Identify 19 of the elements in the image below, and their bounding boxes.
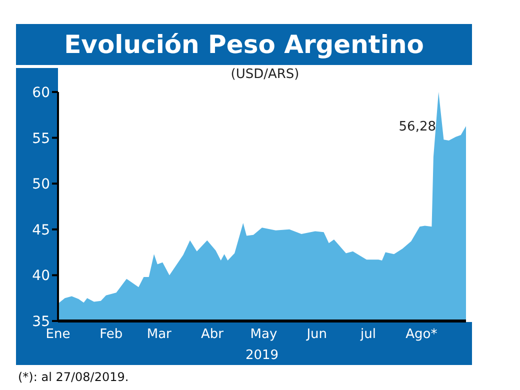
text: (*): al 27/08/2019. [18, 370, 129, 384]
chart-title: Evolución Peso Argentino [16, 24, 472, 65]
x-tick-label: Ene [46, 327, 70, 342]
x-tick-label: jul [360, 327, 376, 342]
x-tick-label: Jun [306, 327, 328, 342]
x-tick-label: May [250, 327, 278, 342]
y-tick-label: 50 [32, 176, 50, 193]
x-tick-label: Ago* [406, 327, 438, 342]
x-tick-label: Abr [201, 327, 224, 342]
y-tick-label: 55 [32, 130, 50, 147]
y-tick-label: 45 [32, 222, 50, 238]
y-tick-label: 35 [32, 314, 50, 330]
x-tick-label: Feb [100, 327, 123, 342]
x-tick-label: Mar [146, 327, 172, 342]
annotation: 56,28 [398, 120, 436, 135]
chart-subtitle: (USD/ARS) [230, 67, 300, 82]
x-axis-title: 2019 [245, 348, 279, 363]
y-tick-label: 40 [32, 268, 50, 284]
y-tick-label: 60 [32, 84, 50, 101]
